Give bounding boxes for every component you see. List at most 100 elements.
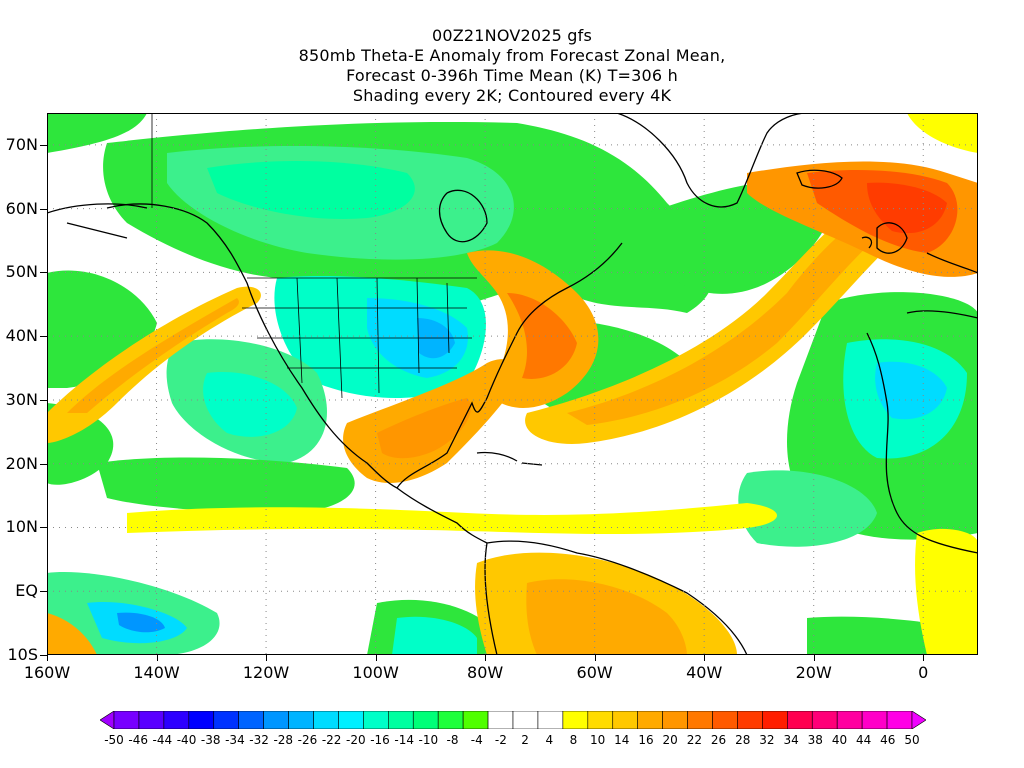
colorbar-label: -46 [128, 733, 148, 747]
x-tick-label: 0 [918, 663, 929, 682]
y-tick [40, 144, 47, 146]
x-tick-label: 160W [23, 663, 71, 682]
colorbar-swatch [113, 711, 140, 729]
y-tick-label: 40N [5, 326, 38, 346]
colorbar-swatch [687, 711, 713, 729]
colorbar-low-arrow [100, 711, 115, 729]
colorbar-swatch [861, 711, 888, 729]
y-tick-label: 20N [5, 453, 38, 473]
x-tick [266, 655, 268, 661]
colorbar-swatch [836, 711, 863, 729]
y-tick [40, 527, 47, 529]
colorbar-label: 20 [662, 733, 678, 747]
title-line-4: Shading every 2K; Contoured every 4K [352, 86, 672, 105]
colorbar-swatch [662, 711, 688, 729]
colorbar-swatch [462, 711, 489, 729]
x-tick-label: 120W [242, 663, 290, 682]
colorbar-label: 34 [783, 733, 799, 747]
colorbar-label: -34 [225, 733, 245, 747]
colorbar-label: -4 [470, 733, 483, 747]
y-tick [40, 655, 47, 656]
colorbar-swatch [487, 711, 514, 729]
colorbar-label: -20 [346, 733, 366, 747]
map-plot [47, 113, 978, 655]
title-line-1: 00Z21NOV2025 gfs [431, 26, 593, 45]
colorbar-swatch [886, 711, 913, 729]
map-canvas [47, 113, 978, 655]
colorbar-label: -8 [446, 733, 459, 747]
colorbar-label: 44 [855, 733, 872, 747]
x-tick-label: 100W [352, 663, 399, 682]
colorbar-high-arrow [911, 711, 926, 729]
colorbar-swatch [388, 711, 414, 729]
colorbar-label: -10 [418, 733, 439, 747]
colorbar-swatch [412, 711, 439, 729]
x-tick-label: 60W [576, 663, 613, 682]
title-line-3: Forecast 0-396h Time Mean (K) T=306 h [346, 66, 678, 85]
x-tick [813, 655, 815, 661]
x-tick [704, 655, 706, 661]
colorbar-label: -22 [321, 733, 342, 747]
y-tick [40, 463, 47, 465]
colorbar-swatch [238, 711, 264, 729]
colorbar-label: 2 [521, 733, 529, 747]
y-tick [40, 208, 47, 210]
colorbar-swatch [811, 711, 838, 729]
colorbar-swatch [587, 711, 614, 729]
y-tick-label: 10S [7, 645, 38, 664]
x-tick-label: 20W [795, 663, 832, 682]
colorbar-swatch [612, 711, 638, 729]
colorbar-label: 26 [710, 733, 727, 747]
y-tick [40, 336, 47, 338]
colorbar-label: -40 [176, 733, 197, 747]
colorbar-label: 10 [589, 733, 606, 747]
colorbar-label: 4 [545, 733, 554, 747]
colorbar-swatch [437, 711, 464, 729]
colorbar-label: 46 [880, 733, 896, 747]
colorbar [100, 711, 926, 729]
colorbar-label: 38 [807, 733, 823, 747]
x-tick-label: 140W [133, 663, 180, 682]
y-tick-label: 70N [5, 134, 38, 154]
colorbar-swatch [537, 711, 564, 729]
colorbar-swatch [338, 711, 364, 729]
colorbar-swatch [637, 711, 663, 729]
colorbar-label: -28 [273, 733, 294, 747]
x-tick [156, 655, 158, 661]
colorbar-swatch [512, 711, 539, 729]
colorbar-swatch [188, 711, 215, 729]
colorbar-label: -16 [370, 733, 390, 747]
y-tick [40, 272, 47, 274]
x-tick [923, 655, 925, 661]
y-tick-label: 10N [5, 517, 38, 537]
colorbar-label: 28 [735, 733, 751, 747]
colorbar-swatch [288, 711, 314, 729]
x-tick [375, 655, 377, 661]
colorbar-swatch [712, 711, 738, 729]
colorbar-label: 14 [614, 733, 630, 747]
colorbar-label: -2 [494, 733, 507, 747]
colorbar-label: 8 [569, 733, 578, 747]
colorbar-swatch [213, 711, 239, 729]
colorbar-swatch [263, 711, 289, 729]
y-tick-label: EQ [15, 581, 38, 601]
x-tick-label: 40W [686, 663, 723, 682]
y-tick [40, 399, 47, 401]
colorbar-label: 16 [638, 733, 654, 747]
colorbar-label: 50 [904, 733, 920, 747]
y-tick-label: 50N [5, 262, 38, 282]
colorbar-swatch [138, 711, 165, 729]
y-tick-label: 30N [5, 389, 38, 409]
y-tick-label: 60N [5, 198, 38, 218]
colorbar-label: -26 [297, 733, 318, 747]
x-tick [485, 655, 487, 661]
colorbar-swatch [787, 711, 813, 729]
colorbar-label: -14 [394, 733, 414, 747]
colorbar-swatch [163, 711, 190, 729]
colorbar-label: -38 [200, 733, 221, 747]
colorbar-swatch [562, 711, 589, 729]
x-tick [594, 655, 596, 661]
colorbar-swatch [762, 711, 788, 729]
title-line-2: 850mb Theta-E Anomaly from Forecast Zona… [298, 46, 726, 65]
colorbar-label: -32 [249, 733, 269, 747]
